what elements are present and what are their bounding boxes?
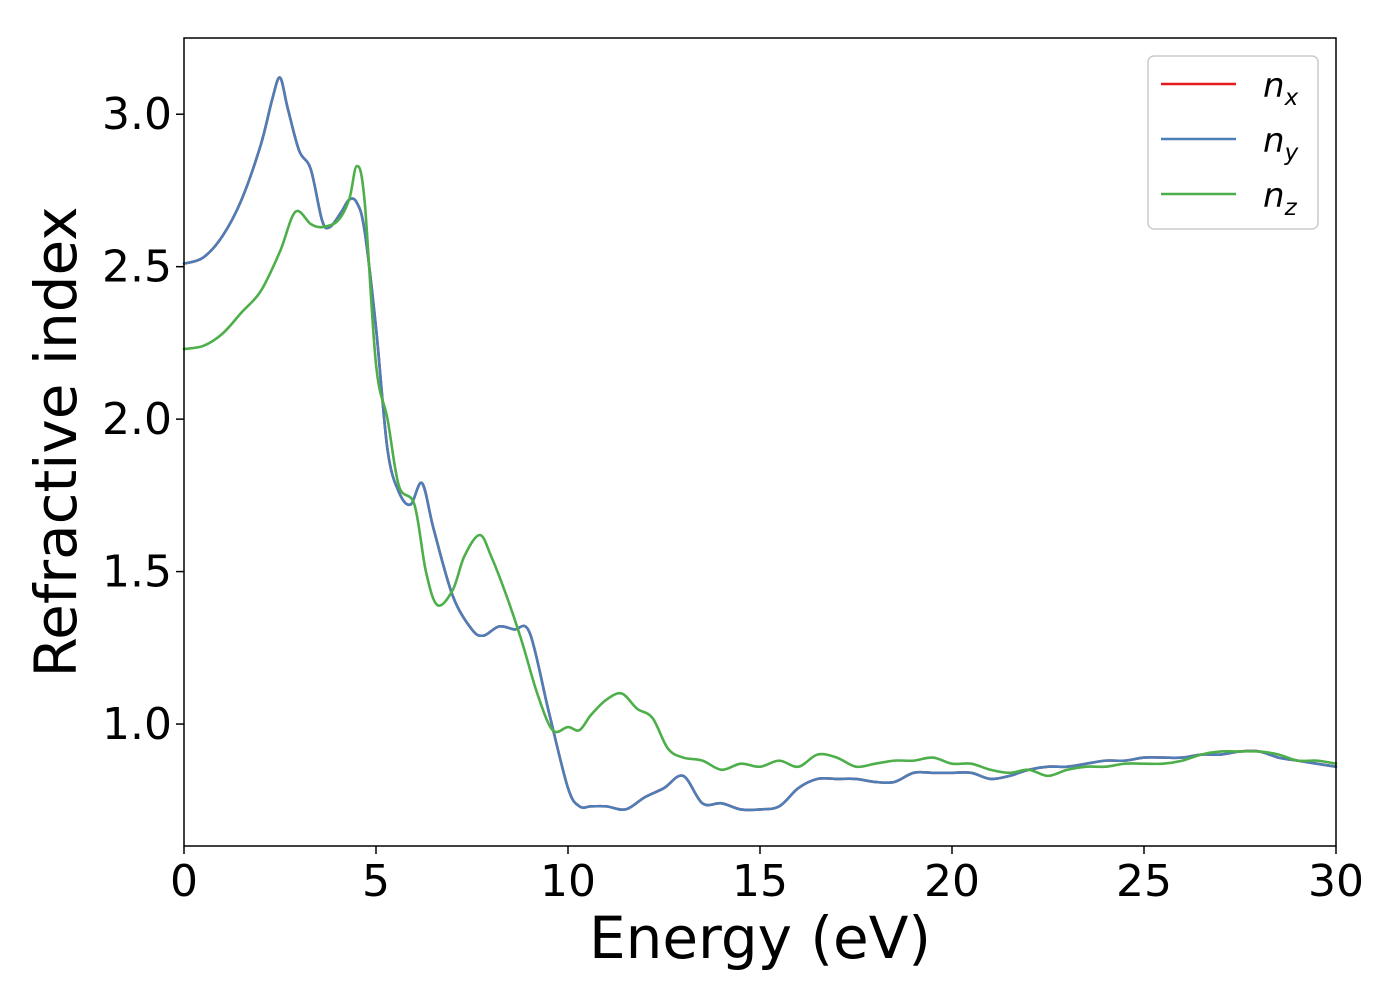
series-line-n-z — [182, 164, 1338, 778]
x-tick-label: 20 — [924, 856, 980, 907]
y-tick-label: 3.0 — [102, 89, 172, 140]
series-line-n-y — [182, 76, 1338, 812]
y-tick-label: 1.0 — [102, 699, 172, 750]
y-tick-label: 1.5 — [102, 547, 172, 598]
x-tick-label: 15 — [732, 856, 788, 907]
x-tick-label: 30 — [1308, 856, 1364, 907]
y-axis-title: Refractive index — [22, 206, 90, 677]
legend: nx ny nz — [1147, 55, 1319, 230]
x-axis-title: Energy (eV) — [589, 904, 931, 972]
series-lines — [182, 76, 1338, 812]
plot-background — [184, 38, 1336, 846]
x-tick-label: 25 — [1116, 856, 1172, 907]
x-tick-label: 5 — [362, 856, 390, 907]
legend-label: nz — [1263, 176, 1298, 221]
y-tick-label: 2.5 — [102, 242, 172, 293]
legend-label: ny — [1263, 121, 1299, 166]
y-axis-ticks: 1.0 1.5 2.0 2.5 3.0 — [102, 89, 184, 750]
x-tick-label: 0 — [170, 856, 198, 907]
legend-box — [1147, 55, 1319, 230]
x-tick-label: 10 — [540, 856, 596, 907]
y-tick-label: 2.0 — [102, 394, 172, 445]
x-axis-ticks: 0 5 10 15 20 25 30 — [170, 846, 1364, 907]
legend-label: nx — [1263, 66, 1299, 111]
